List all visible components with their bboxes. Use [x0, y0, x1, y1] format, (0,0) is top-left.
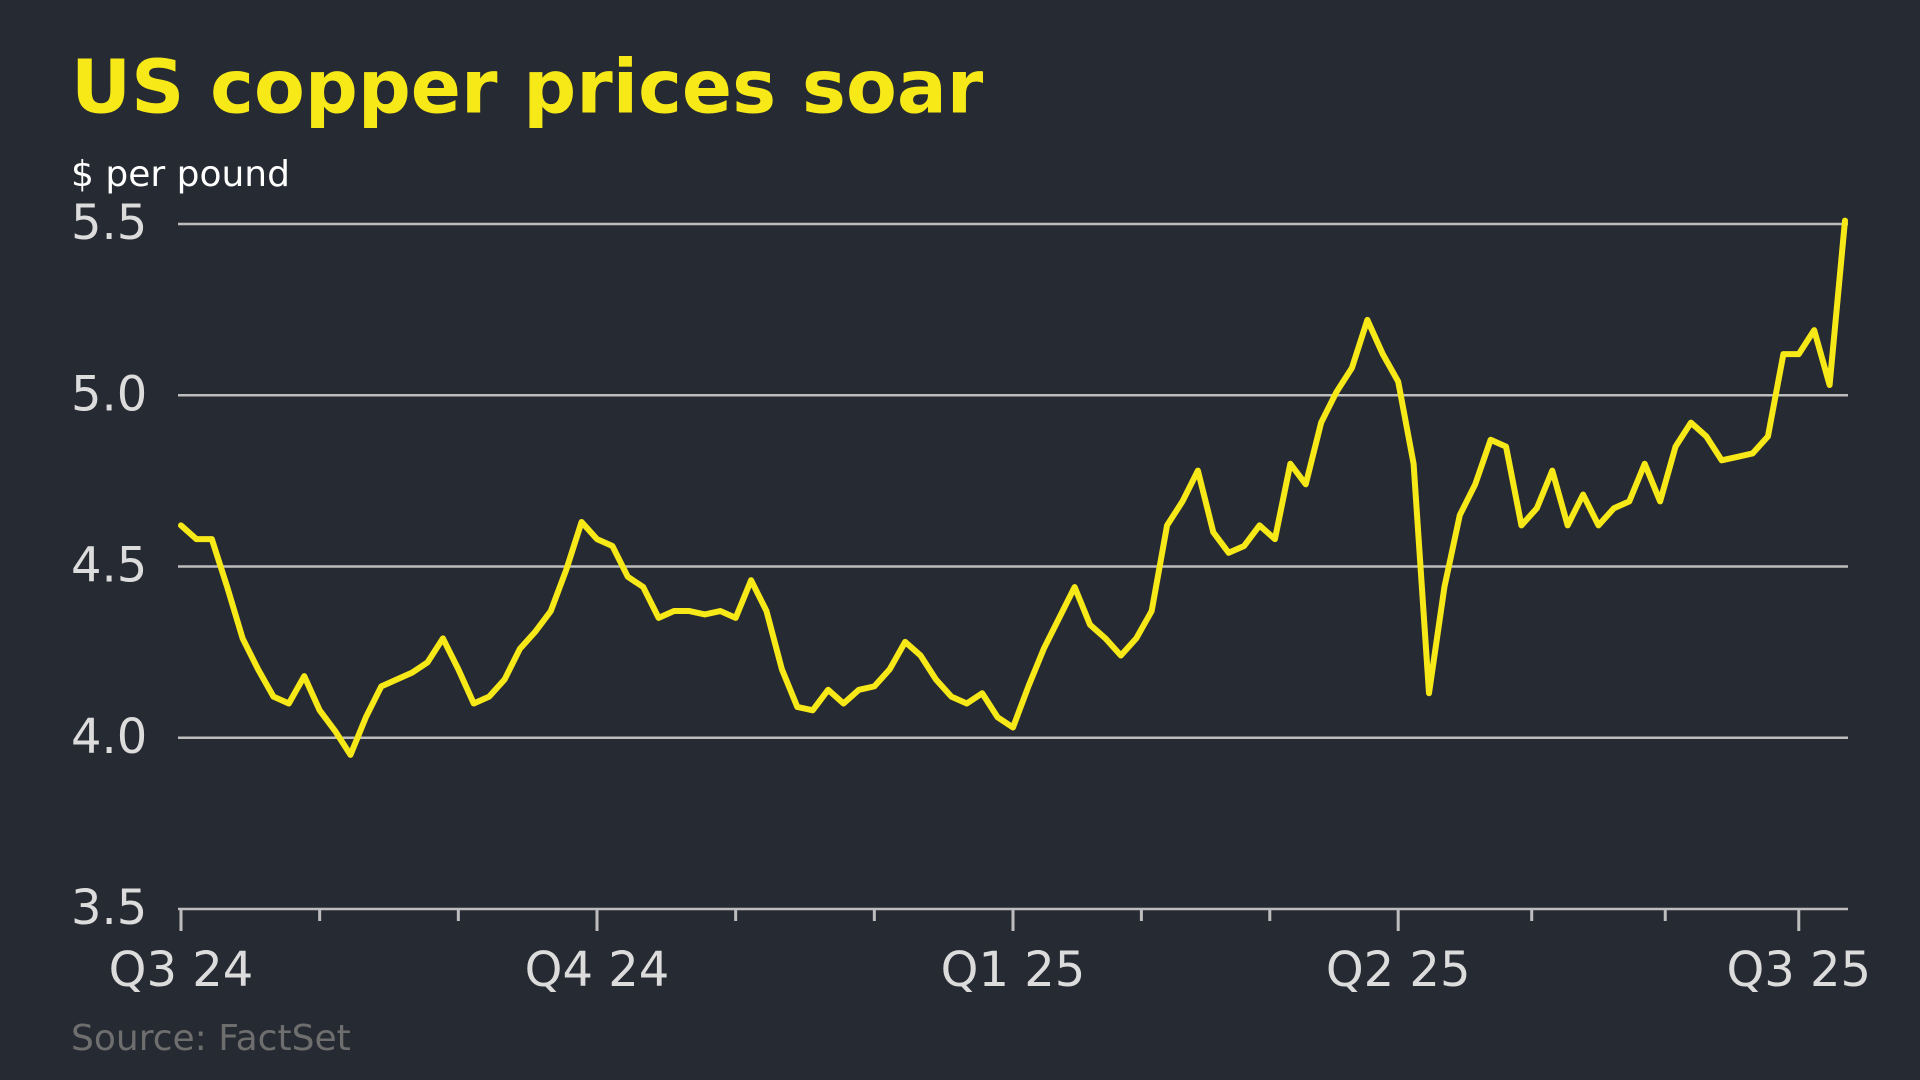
price-line — [178, 217, 1848, 758]
y-tick-label: 5.0 — [71, 366, 147, 422]
chart-title: US copper prices soar — [71, 45, 984, 131]
y-tick-label: 4.0 — [71, 709, 147, 765]
x-tick-label: Q1 25 — [941, 942, 1086, 998]
y-tick-label: 4.5 — [71, 538, 147, 594]
x-tick-label: Q4 24 — [525, 942, 670, 998]
y-tick-label: 5.5 — [71, 195, 147, 251]
x-tick-label: Q2 25 — [1326, 942, 1471, 998]
source: Source: FactSet — [71, 1018, 351, 1059]
x-tick-label: Q3 25 — [1726, 942, 1871, 998]
y-tick-label: 3.5 — [71, 880, 147, 936]
x-tick-label: Q3 24 — [109, 942, 254, 998]
chart-subtitle: $ per pound — [71, 154, 290, 195]
